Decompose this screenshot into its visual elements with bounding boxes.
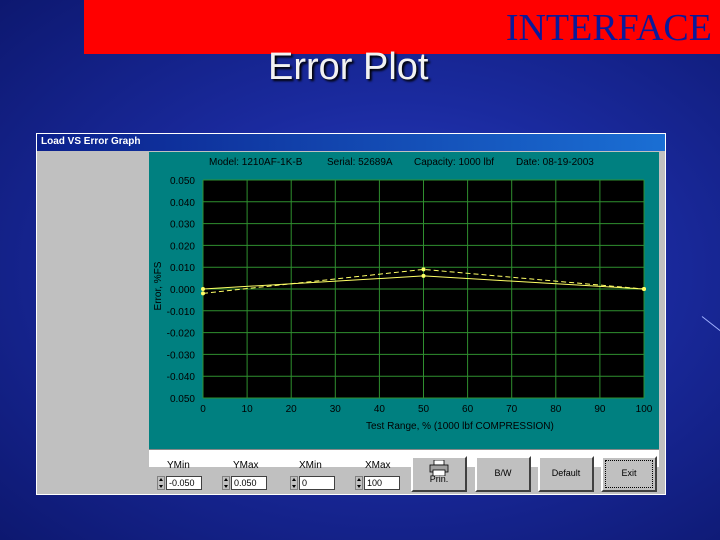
window-title: Load VS Error Graph <box>41 136 141 147</box>
y-tick-label: -0.040 <box>167 372 196 383</box>
x-tick-label: 90 <box>594 404 606 415</box>
default-button-label: Default <box>551 468 581 478</box>
x-tick-label: 0 <box>200 404 206 415</box>
bw-button-label: B/W <box>494 468 512 478</box>
x-tick-label: 30 <box>330 404 342 415</box>
error-chart: Model: 1210AF-1K-B Serial: 52689A Capaci… <box>153 157 653 432</box>
xmax-spinner[interactable] <box>355 476 363 490</box>
banner-text: INTERFACE <box>505 7 712 49</box>
exit-button-label: Exit <box>621 468 637 478</box>
ymax-input[interactable]: 0.050 <box>231 476 267 490</box>
ymin-input[interactable]: -0.050 <box>166 476 202 490</box>
title-banner: INTERFACE <box>84 0 720 54</box>
xmax-input[interactable]: 100 <box>364 476 400 490</box>
data-point <box>201 287 205 291</box>
data-point <box>642 287 646 291</box>
ymin-spinner[interactable] <box>157 476 165 490</box>
window-titlebar[interactable]: Load VS Error Graph <box>37 134 665 151</box>
xmax-label: XMax <box>365 460 391 471</box>
data-point <box>201 291 205 296</box>
y-tick-label: 0.050 <box>170 394 195 405</box>
y-tick-label: 0.000 <box>170 285 195 296</box>
graph-window: Load VS Error Graph Model: 1210AF-1K-B S… <box>36 133 666 495</box>
slide-title: Error Plot <box>268 46 429 88</box>
x-tick-label: 80 <box>550 404 562 415</box>
x-tick-label: 40 <box>374 404 386 415</box>
y-tick-label: 0.030 <box>170 220 195 231</box>
print-button[interactable]: Prin. <box>411 456 467 492</box>
x-tick-label: 10 <box>242 404 254 415</box>
header-date: Date: 08-19-2003 <box>516 157 594 168</box>
y-tick-label: -0.010 <box>167 307 196 318</box>
xmin-label: XMin <box>299 460 322 471</box>
y-tick-label: 0.010 <box>170 263 195 274</box>
x-tick-label: 20 <box>286 404 298 415</box>
y-tick-label: 0.040 <box>170 198 195 209</box>
y-tick-label: 0.050 <box>170 176 195 187</box>
default-button[interactable]: Default <box>538 456 594 492</box>
data-point <box>421 273 426 278</box>
ymax-spinner[interactable] <box>222 476 230 490</box>
x-axis-label: Test Range, % (1000 lbf COMPRESSION) <box>366 421 554 432</box>
header-model: Model: 1210AF-1K-B <box>209 157 303 168</box>
data-point <box>421 267 426 272</box>
printer-icon <box>429 460 449 476</box>
bw-button[interactable]: B/W <box>475 456 531 492</box>
ymin-label: YMin <box>167 460 190 471</box>
x-tick-label: 70 <box>506 404 518 415</box>
x-tick-label: 60 <box>462 404 474 415</box>
print-button-label: Prin. <box>429 474 449 484</box>
y-tick-label: -0.030 <box>167 350 196 361</box>
x-tick-label: 100 <box>636 404 653 415</box>
xmin-spinner[interactable] <box>290 476 298 490</box>
xmin-input[interactable]: 0 <box>299 476 335 490</box>
header-serial: Serial: 52689A <box>327 157 393 168</box>
y-tick-label: -0.020 <box>167 329 196 340</box>
x-tick-label: 50 <box>418 404 430 415</box>
y-axis-label: Error, %FS <box>153 261 164 310</box>
graph-status-strip <box>149 449 659 467</box>
header-capacity: Capacity: 1000 lbf <box>414 157 494 168</box>
y-tick-label: 0.020 <box>170 241 195 252</box>
exit-button[interactable]: Exit <box>601 456 657 492</box>
series-line <box>202 268 645 294</box>
decorative-line <box>701 316 720 332</box>
graph-panel: Model: 1210AF-1K-B Serial: 52689A Capaci… <box>149 152 659 449</box>
ymax-label: YMax <box>233 460 259 471</box>
